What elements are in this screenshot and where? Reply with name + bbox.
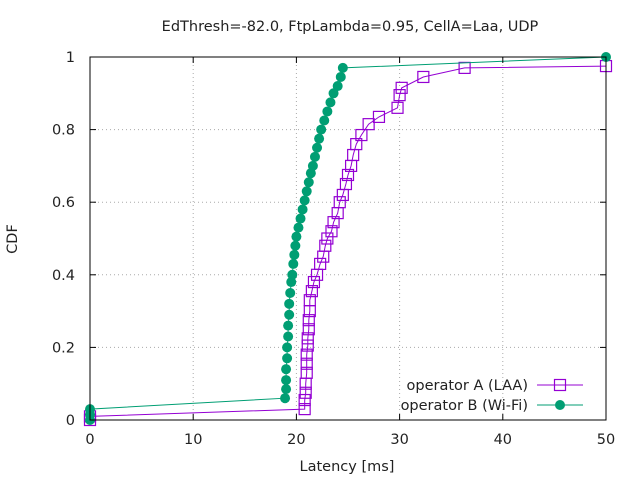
data-point [303, 177, 314, 188]
y-tick-label: 0.6 [52, 195, 75, 211]
y-tick-label: 0.4 [52, 268, 75, 284]
data-point [288, 258, 299, 269]
data-point [281, 375, 292, 386]
data-point [333, 196, 346, 209]
data-point [417, 70, 430, 84]
data-point [293, 222, 304, 233]
data-point [290, 240, 301, 251]
legend-marker [553, 378, 567, 392]
data-point [328, 88, 339, 99]
x-tick-label: 50 [597, 432, 615, 448]
data-point [319, 239, 332, 252]
y-axis-label: CDF [5, 224, 21, 254]
data-point [298, 393, 311, 407]
y-tick-label: 0.2 [52, 340, 75, 356]
data-point [284, 309, 295, 320]
data-point [391, 101, 404, 114]
y-tick-label: 1 [66, 50, 75, 66]
grid [90, 57, 606, 420]
data-point [299, 195, 310, 206]
data-point [307, 275, 321, 289]
data-point [305, 285, 318, 298]
data-point [301, 332, 314, 345]
y-tick-label: 0 [66, 413, 75, 429]
data-point [314, 257, 327, 271]
x-tick-label: 10 [184, 432, 202, 448]
x-tick-label: 0 [85, 432, 94, 448]
data-point [341, 168, 355, 182]
data-point [316, 124, 327, 135]
data-point [355, 128, 368, 142]
data-point [289, 249, 300, 260]
data-point [283, 331, 294, 342]
data-point [314, 133, 325, 144]
legend-label: operator B (Wi-Fi) [401, 398, 528, 414]
data-point [302, 323, 315, 336]
data-point [325, 225, 338, 238]
data-point [332, 81, 343, 92]
data-point [300, 357, 313, 370]
data-point [300, 348, 313, 361]
data-point [281, 364, 292, 375]
data-point [287, 269, 298, 280]
series-0 [83, 59, 613, 427]
data-point [327, 216, 340, 229]
data-point [282, 342, 293, 353]
data-point [395, 81, 408, 94]
x-tick-label: 20 [287, 432, 305, 448]
x-axis-label: Latency [ms] [300, 459, 395, 475]
data-point [299, 386, 312, 399]
data-point [321, 232, 334, 245]
legend-label: operator A (LAA) [407, 378, 528, 394]
data-point [297, 204, 308, 215]
data-point [295, 213, 306, 224]
data-point [322, 106, 333, 117]
data-point [300, 366, 313, 379]
data-point [284, 298, 295, 309]
axis-ticks: 0 10 20 30 40 50 0 0.2 0.4 0.6 0.8 1 [52, 50, 615, 448]
series-1 [85, 52, 611, 425]
data-point [307, 160, 318, 171]
data-point [301, 186, 312, 197]
y-tick-label: 0.8 [52, 123, 75, 139]
legend: operator A (LAA) operator B (Wi-Fi) [401, 378, 583, 414]
chart-title: EdThresh=-82.0, FtpLambda=0.95, CellA=La… [162, 19, 539, 35]
plot-frame [89, 56, 607, 421]
data-point [372, 110, 386, 123]
x-tick-label: 40 [494, 432, 512, 448]
data-point [302, 314, 315, 327]
data-point [301, 339, 314, 352]
data-point [303, 294, 316, 307]
data-point [298, 403, 311, 416]
data-point [281, 384, 292, 395]
data-point [335, 71, 346, 82]
data-point [285, 287, 296, 298]
data-point [393, 89, 406, 102]
data-point [319, 115, 330, 126]
series-line [89, 65, 607, 420]
data-point [337, 62, 348, 73]
data-point [309, 151, 320, 162]
series-line [89, 56, 607, 420]
data-point [312, 142, 323, 153]
data-point [283, 320, 294, 331]
data-point [282, 353, 293, 364]
data-point [325, 97, 336, 108]
data-point [339, 177, 353, 191]
data-point [280, 393, 291, 404]
data-point [291, 231, 302, 242]
legend-marker [555, 400, 565, 410]
x-tick-label: 30 [390, 432, 408, 448]
series-layer [83, 52, 613, 427]
data-point [362, 118, 375, 131]
